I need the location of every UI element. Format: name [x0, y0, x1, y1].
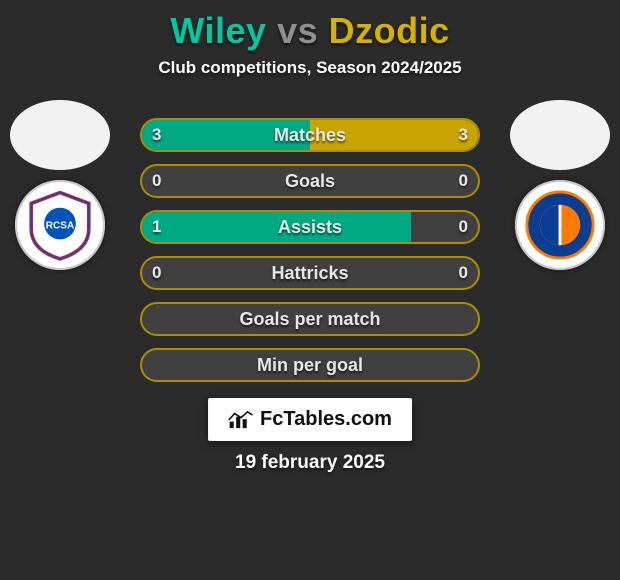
stat-value-right: 0	[459, 171, 468, 191]
stat-row-matches: 3 Matches 3	[140, 118, 480, 152]
stat-value-right: 0	[459, 217, 468, 237]
club-logo-right	[515, 180, 605, 270]
stat-row-assists: 1 Assists 0	[140, 210, 480, 244]
player-left: RCSA	[0, 100, 120, 270]
montpellier-crest-icon	[524, 189, 596, 261]
subtitle: Club competitions, Season 2024/2025	[0, 58, 620, 78]
player-silhouette-icon	[510, 100, 610, 170]
stat-row-goals-per-match: Goals per match	[140, 302, 480, 336]
brand-badge: FcTables.com	[208, 398, 412, 441]
page-title: Wiley vs Dzodic	[0, 0, 620, 52]
stat-row-goals: 0 Goals 0	[140, 164, 480, 198]
stat-value-left: 0	[152, 171, 161, 191]
stat-label: Goals	[285, 171, 335, 192]
stat-value-left: 0	[152, 263, 161, 283]
stat-row-hattricks: 0 Hattricks 0	[140, 256, 480, 290]
stat-row-min-per-goal: Min per goal	[140, 348, 480, 382]
title-left: Wiley	[170, 10, 266, 51]
stat-label: Min per goal	[257, 355, 363, 376]
club-logo-left: RCSA	[15, 180, 105, 270]
stat-value-right: 3	[459, 125, 468, 145]
stat-label: Matches	[274, 125, 346, 146]
stat-value-left: 1	[152, 217, 161, 237]
stat-fill-left	[142, 212, 411, 242]
player-right	[500, 100, 620, 270]
stat-value-right: 0	[459, 263, 468, 283]
generated-date: 19 february 2025	[0, 452, 620, 474]
player-silhouette-icon	[10, 100, 110, 170]
stat-label: Goals per match	[239, 309, 380, 330]
stats-panel: 3 Matches 3 0 Goals 0 1 Assists 0 0 Hattricks 0 Goal…	[140, 118, 480, 394]
chart-icon	[228, 409, 254, 431]
brand-text: FcTables.com	[260, 408, 392, 431]
stat-label: Hattricks	[271, 263, 348, 284]
svg-text:RCSA: RCSA	[46, 221, 75, 232]
stat-value-left: 3	[152, 125, 161, 145]
strasbourg-crest-icon: RCSA	[24, 189, 96, 261]
stat-label: Assists	[278, 217, 342, 238]
title-vs: vs	[277, 10, 318, 51]
title-right: Dzodic	[329, 10, 450, 51]
